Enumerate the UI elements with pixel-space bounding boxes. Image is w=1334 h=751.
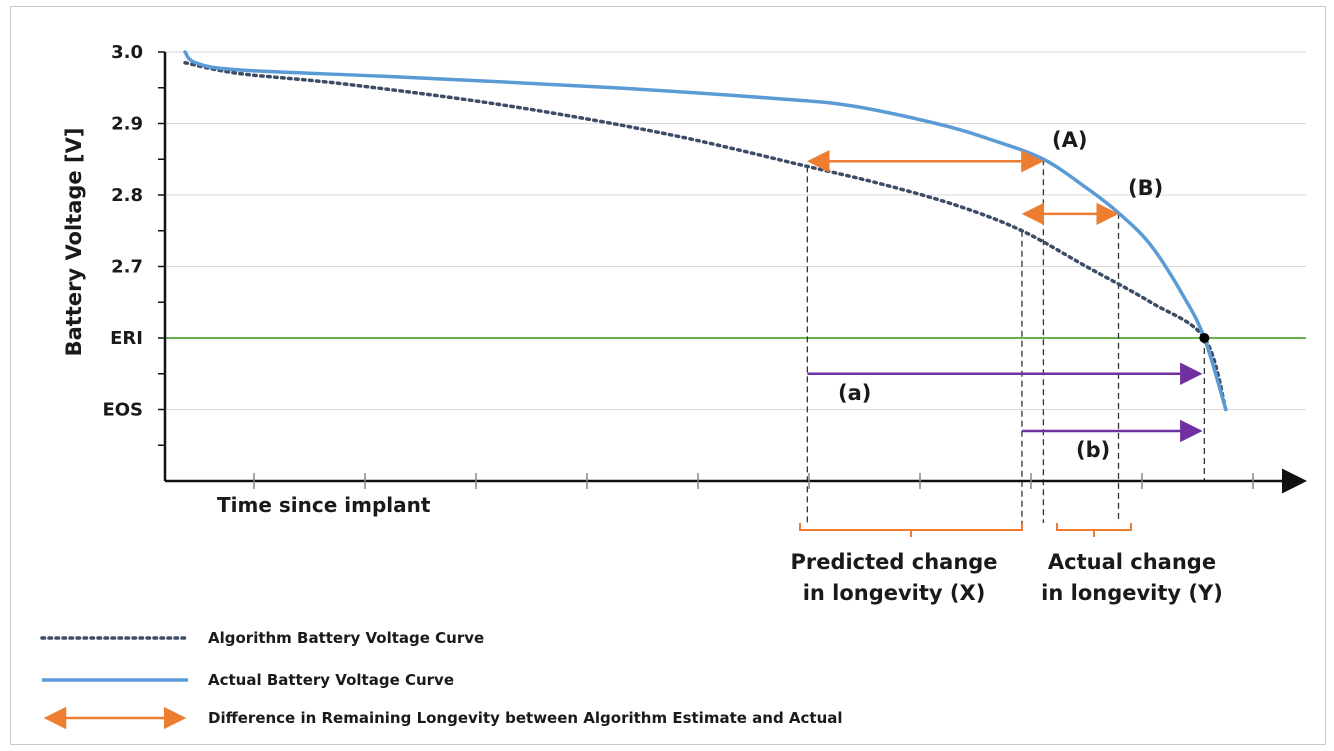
series-algorithm-line <box>183 60 1228 412</box>
y-tick-label: 2.9 <box>111 114 143 135</box>
y-tick-label: 2.7 <box>111 257 143 278</box>
eri-intersection-point <box>1199 333 1210 343</box>
legend-label-difference: Difference in Remaining Longevity betwee… <box>208 709 843 727</box>
x-axis-label: Time since implant <box>217 493 431 517</box>
bracket-predicted <box>799 523 1023 537</box>
y-tick-label: ERI <box>110 328 143 349</box>
y-axis-label: Battery Voltage [V] <box>62 128 86 357</box>
predicted-change-line2: in longevity (X) <box>803 581 986 605</box>
actual-change-line2: in longevity (Y) <box>1041 581 1223 605</box>
legend: Algorithm Battery Voltage Curve Actual B… <box>40 629 843 730</box>
grid-lines <box>165 51 1306 410</box>
annotation-arrows <box>807 150 1203 443</box>
y-tick-label: EOS <box>102 400 143 421</box>
y-tick-label: 2.8 <box>111 185 143 206</box>
label-a: (a) <box>838 381 871 405</box>
label-b: (b) <box>1076 438 1110 462</box>
y-tick-label: 3.0 <box>111 42 143 63</box>
label-A: (A) <box>1052 128 1087 152</box>
actual-change-line1: Actual change <box>1048 550 1216 574</box>
y-ticks: 3.0 2.9 2.8 2.7 ERI EOS <box>102 42 165 446</box>
bracket-actual <box>1056 523 1132 537</box>
figure-frame <box>10 6 1326 745</box>
legend-label-actual: Actual Battery Voltage Curve <box>208 671 454 689</box>
series-actual-line <box>183 50 1228 412</box>
predicted-change-line1: Predicted change <box>790 550 997 574</box>
legend-label-algorithm: Algorithm Battery Voltage Curve <box>208 629 484 647</box>
x-ticks <box>253 473 1254 489</box>
label-B: (B) <box>1128 176 1163 200</box>
dashed-guides <box>806 159 1205 523</box>
